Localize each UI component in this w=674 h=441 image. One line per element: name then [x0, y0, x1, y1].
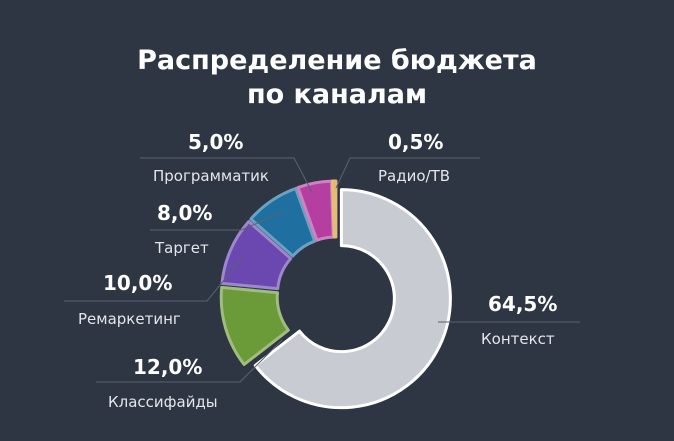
slice-group: [219, 179, 452, 410]
chart-title-line-2: по каналам: [246, 79, 428, 110]
slice-value-label-target: 8,0%: [157, 201, 212, 225]
leader-line-programmatik: [140, 157, 313, 193]
slice-category-label-klassifaydy: Классифайды: [108, 393, 218, 411]
slice-value-label-klassifaydy: 12,0%: [133, 355, 202, 379]
slice-remarketing: [220, 220, 293, 291]
leader-lines: [64, 157, 580, 383]
slice-radio-tv: [330, 179, 338, 239]
slice-category-label-radio-tv: Радио/ТВ: [378, 167, 450, 185]
slice-category-label-target: Таргет: [154, 239, 209, 257]
slice-value-label-remarketing: 10,0%: [103, 271, 172, 295]
slice-category-label-kontekst: Контекст: [481, 330, 555, 348]
slice-value-label-radio-tv: 0,5%: [388, 130, 443, 154]
slice-category-label-remarketing: Ремаркетинг: [78, 310, 181, 328]
slice-target: [249, 186, 317, 258]
leader-line-radio-tv: [335, 157, 480, 189]
chart-title-line-1: Распределение бюджета: [137, 45, 537, 76]
slice-kontekst: [253, 188, 452, 410]
slice-category-label-programmatik: Программатик: [153, 167, 269, 185]
chart-title: Распределение бюджета по каналам: [0, 44, 674, 112]
slice-value-label-programmatik: 5,0%: [188, 130, 243, 154]
leader-line-klassifaydy: [96, 339, 283, 383]
leader-line-remarketing: [64, 257, 243, 302]
slice-value-label-kontekst: 64,5%: [488, 292, 557, 316]
leader-line-target: [150, 211, 285, 231]
slice-klassifaydy: [219, 285, 290, 366]
